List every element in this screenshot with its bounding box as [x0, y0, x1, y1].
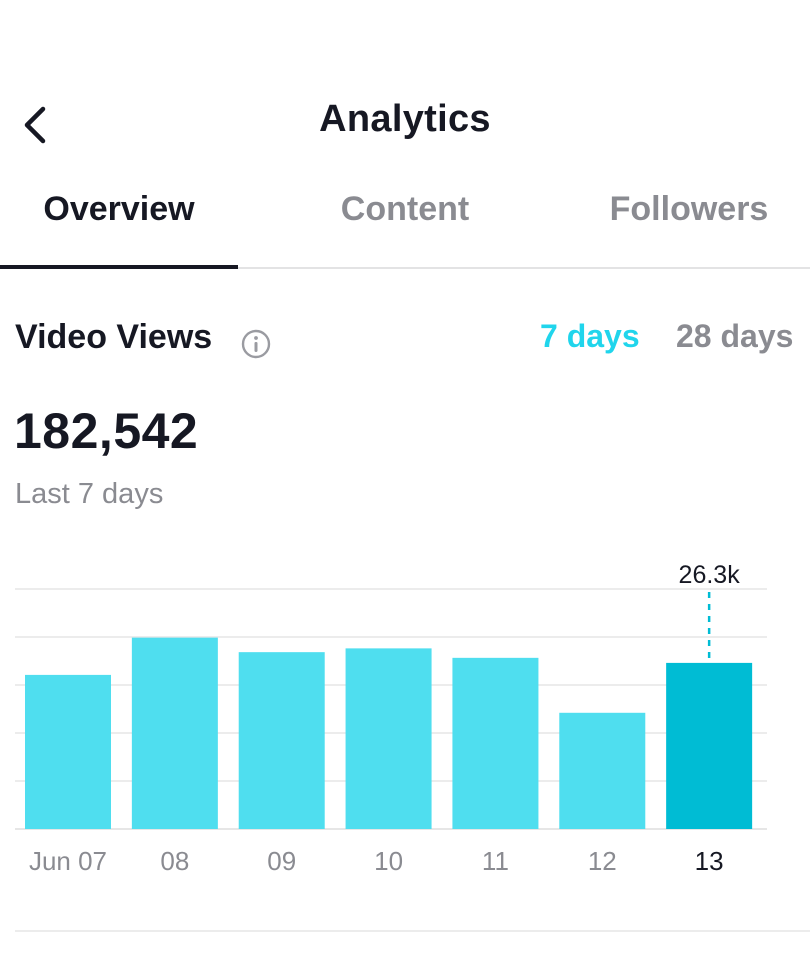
- tabs-divider: [0, 267, 810, 269]
- selected-bar-value-label: 26.3k: [679, 561, 741, 589]
- total-views-value: 182,542: [14, 403, 199, 459]
- active-tab-indicator: [0, 265, 238, 269]
- page-title: Analytics: [319, 98, 491, 140]
- tab-overview[interactable]: Overview: [43, 190, 195, 228]
- x-tick-label: 10: [374, 846, 403, 876]
- chart-bar-jun-07[interactable]: [25, 674, 111, 829]
- back-button[interactable]: [14, 100, 58, 150]
- range-28-days-button[interactable]: 28 days: [676, 318, 794, 354]
- chart-bar-09[interactable]: [238, 652, 325, 829]
- x-tick-label: 12: [588, 846, 617, 876]
- chart-bar-11[interactable]: [452, 657, 539, 829]
- video-views-bar-chart: Jun 07 08 09 10 11 12 13 26.3k: [15, 561, 767, 876]
- chart-bar-08[interactable]: [131, 637, 218, 829]
- tab-content[interactable]: Content: [340, 190, 470, 228]
- x-tick-label: Jun 07: [29, 846, 107, 876]
- x-tick-label: 13: [695, 846, 724, 876]
- tab-followers[interactable]: Followers: [609, 190, 769, 228]
- chart-bar-12[interactable]: [559, 712, 646, 829]
- chevron-left-icon: [24, 106, 46, 144]
- info-icon[interactable]: [240, 328, 272, 360]
- chart-bar-10[interactable]: [345, 648, 432, 829]
- x-tick-label: 09: [267, 846, 296, 876]
- tab-bar: Overview Content Followers: [0, 190, 810, 270]
- x-tick-label: 08: [160, 846, 189, 876]
- video-views-title: Video Views: [15, 318, 213, 356]
- bottom-divider: [15, 930, 810, 932]
- x-tick-label: 11: [482, 846, 509, 876]
- period-label: Last 7 days: [15, 478, 164, 510]
- range-7-days-button[interactable]: 7 days: [540, 318, 640, 354]
- chart-bar-13[interactable]: [666, 662, 753, 829]
